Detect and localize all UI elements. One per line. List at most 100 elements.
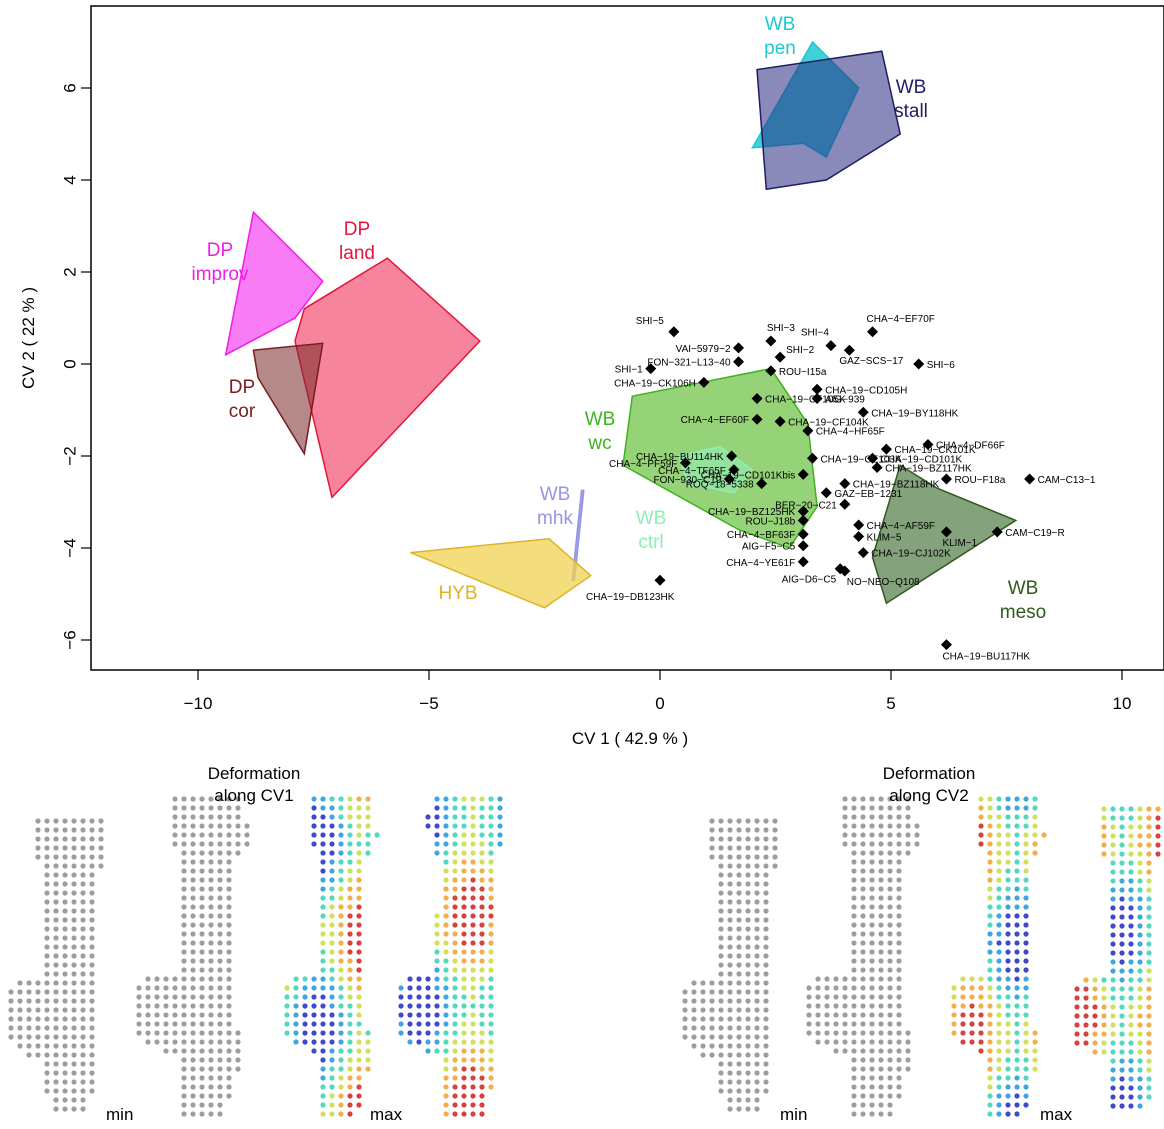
model-dot: [978, 832, 984, 838]
model-dot: [89, 827, 95, 833]
model-dot: [978, 796, 984, 802]
model-dot: [914, 832, 920, 838]
model-dot: [887, 877, 893, 883]
model-dot: [293, 994, 299, 1000]
model-dot: [71, 962, 77, 968]
model-dot: [878, 913, 884, 919]
model-dot: [1146, 959, 1152, 965]
model-dot: [754, 1070, 760, 1076]
model-dot: [978, 1021, 984, 1027]
model-dot: [44, 1034, 50, 1040]
model-dot: [235, 850, 241, 856]
model-dot: [806, 1003, 812, 1009]
model-dot: [347, 805, 353, 811]
model-dot: [452, 976, 458, 982]
model-dot: [1014, 805, 1020, 811]
model-dot: [851, 850, 857, 856]
model-dot: [320, 796, 326, 802]
model-dot: [1137, 1031, 1143, 1037]
model-dot: [53, 1079, 59, 1085]
model-dot: [416, 1039, 422, 1045]
model-dot: [190, 850, 196, 856]
model-dot: [1074, 1004, 1080, 1010]
model-dot: [329, 958, 335, 964]
model-dot: [44, 1052, 50, 1058]
model-dot: [452, 913, 458, 919]
model-dot: [860, 1030, 866, 1036]
y-tick-label: 4: [61, 175, 80, 184]
model-dot: [1014, 796, 1020, 802]
model-dot: [199, 967, 205, 973]
model-dot: [700, 1043, 706, 1049]
model-dot: [878, 796, 884, 802]
model-dot: [718, 827, 724, 833]
model-dot: [806, 1030, 812, 1036]
model-dot: [709, 1043, 715, 1049]
model-dot: [1014, 1012, 1020, 1018]
model-dot: [887, 985, 893, 991]
model-dot: [987, 994, 993, 1000]
model-dot: [869, 823, 875, 829]
model-dot: [1137, 1058, 1143, 1064]
model-dot: [416, 1012, 422, 1018]
model-dot: [62, 908, 68, 914]
model-dot: [1005, 949, 1011, 955]
model-dot: [217, 1048, 223, 1054]
model-dot: [718, 908, 724, 914]
model-dot: [443, 1030, 449, 1036]
model-dot: [172, 814, 178, 820]
model-dot: [356, 931, 362, 937]
model-dot: [1137, 806, 1143, 812]
model-dot: [452, 922, 458, 928]
model-dot: [987, 886, 993, 892]
model-dot: [320, 931, 326, 937]
model-dot: [329, 1048, 335, 1054]
model-dot: [736, 971, 742, 977]
model-dot: [181, 1021, 187, 1027]
model-dot: [452, 877, 458, 883]
model-dot: [745, 836, 751, 842]
model-dot: [44, 989, 50, 995]
model-dot: [754, 1007, 760, 1013]
model-dot: [1110, 1013, 1116, 1019]
point-cha-4-pf59f: [679, 457, 691, 469]
model-dot: [199, 913, 205, 919]
model-dot: [488, 1039, 494, 1045]
model-dot: [62, 998, 68, 1004]
model-dot: [208, 976, 214, 982]
model-dot: [356, 832, 362, 838]
model-dot: [89, 1052, 95, 1058]
model-dot: [452, 1102, 458, 1108]
point-label-cha-4-df66f: CHA−4−DF66F: [936, 441, 1005, 452]
model-dot: [1137, 941, 1143, 947]
model-dot: [1101, 815, 1107, 821]
model-dot: [208, 868, 214, 874]
model-dot: [434, 832, 440, 838]
model-dot: [443, 886, 449, 892]
model-dot: [896, 931, 902, 937]
model-dot: [311, 814, 317, 820]
model-dot: [1137, 1049, 1143, 1055]
model-dot: [851, 859, 857, 865]
model-dot: [987, 922, 993, 928]
point-label-cha-19-cd105h: CHA−19−CD105H: [825, 385, 907, 396]
model-dot: [320, 1003, 326, 1009]
model-dot: [98, 836, 104, 842]
model-dot: [1023, 931, 1029, 937]
model-dot: [53, 926, 59, 932]
model-dot: [62, 872, 68, 878]
model-dot: [833, 994, 839, 1000]
model-dot: [347, 976, 353, 982]
model-dot: [736, 1043, 742, 1049]
model-dot: [208, 814, 214, 820]
model-dot: [136, 1003, 142, 1009]
model-dot: [407, 976, 413, 982]
model-dot: [80, 1079, 86, 1085]
model-dot: [452, 805, 458, 811]
model-dot: [736, 881, 742, 887]
cv1-max-model: [284, 796, 380, 1117]
model-dot: [896, 868, 902, 874]
point-label-aig-d6-c5: AIG−D6−C5: [782, 575, 837, 586]
model-dot: [443, 1075, 449, 1081]
model-dot: [691, 989, 697, 995]
